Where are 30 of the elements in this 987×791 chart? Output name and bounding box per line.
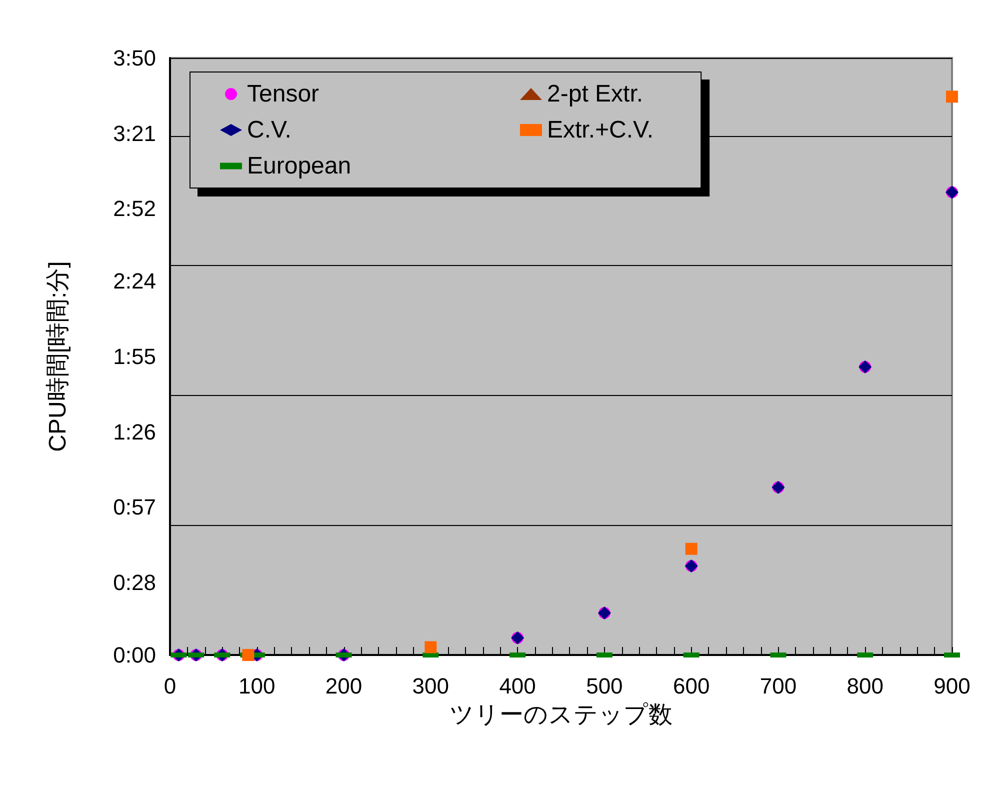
y-tick-label: 1:26 [113,419,156,444]
x-tick-label: 800 [846,674,884,698]
y-tick-label: 3:50 [113,46,156,70]
x-tick-label: 500 [586,674,623,698]
y-tick-label: 0:28 [113,570,156,595]
point [946,90,958,103]
y-tick-label: 2:52 [113,196,156,222]
x-tick-label: 100 [238,674,276,698]
point [685,542,698,555]
x-tick-label: 400 [499,674,536,698]
y-tick-label: 2:24 [113,268,156,294]
y-tick-label: 3:21 [113,120,156,146]
legend-label: European [247,152,352,180]
legend-label: Tensor [247,80,320,108]
legend-label: Extr.+C.V. [547,116,654,144]
point [424,641,437,654]
x-tick-label: 700 [760,674,797,698]
legend-label: 2-pt Extr. [547,80,644,108]
x-tick-label: 600 [672,674,710,698]
x-axis-title: ツリーのステップ数 [450,702,672,728]
y-axis-title: CPU時間[時間:分] [44,261,72,452]
point [242,649,254,661]
y-tick-label: 0:00 [113,642,156,668]
y-tick-label: 1:55 [113,344,156,369]
x-tick-label: 900 [934,674,970,698]
x-tick-label: 0 [164,674,176,698]
y-tick-label: 0:57 [113,494,156,520]
x-tick-label: 200 [325,674,362,698]
legend-label: C.V. [247,116,292,144]
x-tick-label: 300 [412,674,450,698]
